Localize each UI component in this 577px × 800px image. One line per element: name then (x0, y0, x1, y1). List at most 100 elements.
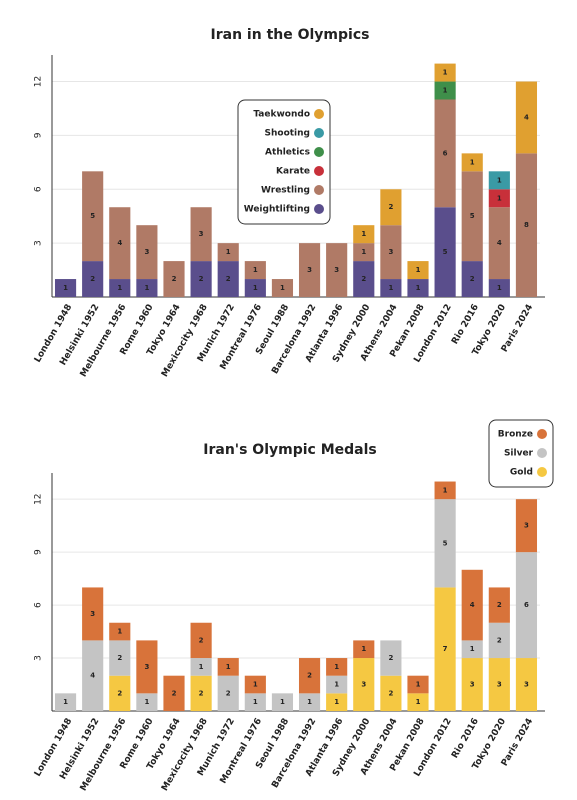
legend-swatch (537, 467, 547, 477)
bar-segment (461, 153, 483, 172)
bar-segment (380, 189, 402, 226)
data-label: 3 (524, 522, 529, 530)
data-label: 1 (361, 230, 366, 238)
data-label: 2 (307, 672, 312, 680)
data-label: 1 (361, 645, 366, 653)
bar-segment (244, 693, 266, 711)
bar-segment (244, 675, 266, 694)
data-label: 1 (470, 158, 475, 166)
data-label: 4 (524, 113, 529, 121)
bar-segment (380, 225, 402, 280)
legend-swatch (314, 147, 324, 157)
bar-segment (109, 279, 131, 297)
data-label: 1 (253, 681, 258, 689)
data-label: 1 (253, 266, 258, 274)
bar-segment (407, 279, 429, 297)
data-label: 4 (117, 239, 122, 247)
bar-segment (407, 675, 429, 694)
bar-segment (109, 622, 131, 641)
data-label: 3 (524, 681, 529, 689)
legend-label: Bronze (498, 430, 533, 440)
data-label: 1 (63, 698, 68, 706)
data-label: 1 (416, 284, 421, 292)
data-label: 1 (334, 663, 339, 671)
data-label: 3 (388, 248, 393, 256)
data-label: 1 (307, 698, 312, 706)
data-label: 1 (334, 681, 339, 689)
legend-swatch (314, 109, 324, 119)
data-label: 4 (497, 239, 502, 247)
legend-label: Taekwondo (253, 110, 310, 120)
data-label: 1 (117, 628, 122, 636)
bar-segment (82, 171, 104, 262)
bar-segment (298, 693, 321, 711)
bar-segment (515, 153, 538, 297)
data-label: 1 (280, 698, 285, 706)
data-label: 3 (144, 663, 149, 671)
data-label: 2 (199, 275, 204, 283)
bar-segment (380, 640, 402, 676)
legend-label: Karate (276, 167, 310, 177)
bar-segment (298, 243, 321, 297)
data-label: 3 (199, 230, 204, 238)
bar-segment (515, 81, 538, 154)
data-label: 1 (253, 698, 258, 706)
data-label: 7 (443, 645, 448, 653)
bar-segment (461, 261, 483, 297)
bar-segment (136, 225, 158, 280)
legend-swatch (314, 204, 324, 214)
bar-segment (380, 675, 402, 711)
bar-segment (434, 207, 456, 297)
data-label: 2 (226, 689, 231, 697)
data-label: 8 (524, 221, 529, 229)
data-label: 1 (144, 698, 149, 706)
legend-label: Athletics (265, 148, 310, 158)
legend-swatch (314, 128, 324, 138)
x-tick-label: Rio 2016 (450, 303, 481, 346)
bar-segment (109, 675, 131, 711)
bar-segment (163, 675, 185, 711)
data-label: 3 (361, 681, 366, 689)
bar-segment (190, 622, 212, 659)
legend-label: Shooting (265, 129, 311, 139)
data-label: 6 (524, 601, 529, 609)
chart-title: Iran's Olympic Medals (203, 442, 376, 458)
bar-segment (488, 189, 510, 208)
bar-segment (488, 279, 510, 297)
data-label: 2 (90, 275, 95, 283)
data-label: 3 (307, 266, 312, 274)
data-label: 1 (416, 698, 421, 706)
bar-segment (353, 261, 375, 297)
legend-box (237, 99, 331, 225)
bar-segment (326, 658, 348, 676)
data-label: 1 (470, 645, 475, 653)
bar-segment (136, 640, 158, 694)
bar-segment (353, 658, 375, 711)
legend-swatch (537, 448, 547, 458)
y-tick-label: 9 (34, 549, 44, 555)
bar-segment (244, 279, 266, 297)
data-label: 5 (443, 539, 448, 547)
bar-segment (326, 243, 348, 297)
data-label: 1 (280, 284, 285, 292)
bar-segment (461, 658, 483, 711)
bar-segment (217, 261, 239, 297)
y-tick-label: 3 (34, 240, 44, 246)
data-label: 2 (497, 636, 502, 644)
bar-segment (434, 63, 456, 82)
bar-segment (353, 243, 375, 262)
bar-segment (326, 675, 348, 694)
bar-segment (54, 693, 77, 711)
data-label: 1 (443, 87, 448, 95)
bar-segment (217, 658, 239, 676)
data-label: 4 (90, 672, 95, 680)
bar-segment (190, 658, 212, 676)
bar-segment (488, 587, 510, 623)
bar-segment (515, 658, 538, 711)
x-tick-label: Rio 2016 (450, 717, 481, 760)
data-label: 5 (470, 212, 475, 220)
bar-segment (271, 693, 294, 711)
bar-segment (82, 640, 104, 711)
data-label: 1 (144, 284, 149, 292)
